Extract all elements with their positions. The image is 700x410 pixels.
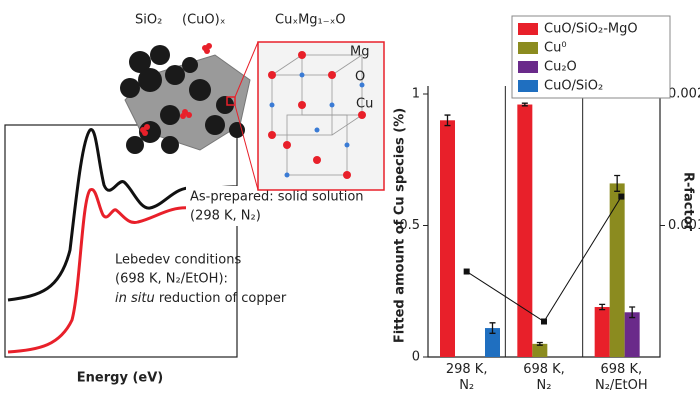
bar <box>485 328 500 357</box>
annotation: As-prepared: solid solution <box>190 190 364 205</box>
x-tick-line: 698 K, <box>523 362 565 377</box>
bar <box>440 120 455 357</box>
annotation-rest: reduction of copper <box>155 291 287 306</box>
annotation: in situ reduction of copper <box>115 291 287 306</box>
legend-swatch <box>518 23 538 35</box>
label-support: SiO₂ <box>135 13 162 28</box>
label-lattice: CuₓMg₁₋ₓO <box>275 13 346 28</box>
label-cluster: (CuO)ₓ <box>182 13 226 28</box>
legend-swatch <box>518 80 538 92</box>
error-bar <box>599 303 606 311</box>
legend-label: CuO/SiO₂ <box>544 79 603 94</box>
bar <box>609 183 625 357</box>
error-bar <box>489 322 496 334</box>
bar <box>624 312 640 357</box>
x-tick-line: 298 K, <box>446 362 488 377</box>
y-tick-label: 0 <box>412 350 420 365</box>
y-tick-label: 0.5 <box>399 218 420 233</box>
legend-swatch <box>518 61 538 73</box>
catalyst-illustration <box>120 41 385 191</box>
error-bar <box>614 174 621 192</box>
point <box>541 318 547 325</box>
bar <box>594 307 610 357</box>
atom-label: Cu <box>356 97 373 112</box>
label-bg <box>186 186 366 226</box>
spectra-frame <box>4 124 238 358</box>
bar <box>517 104 533 358</box>
annotation: Lebedev conditions <box>115 253 241 268</box>
legend-label: Cu₂O <box>544 60 577 75</box>
x-tick-line: N₂ <box>537 378 552 393</box>
x-tick-line: N₂/EtOH <box>595 378 648 393</box>
annotation-italic: in situ <box>115 291 155 306</box>
point <box>463 268 470 275</box>
legend-box <box>511 15 671 99</box>
x-tick-label: 698 K, N₂ <box>523 362 565 393</box>
atom-label: Mg <box>350 45 369 60</box>
legend-swatch <box>518 42 538 54</box>
error-bar <box>444 114 451 127</box>
point <box>618 193 625 200</box>
y2-axis-label: R-factor <box>681 172 696 232</box>
spectrum-as-prepared <box>7 128 238 302</box>
y-axis-label: Fitted amount of Cu species (%) <box>393 108 408 343</box>
x-axis-label: Energy (eV) <box>77 371 163 386</box>
annotation: (698 K, N₂/EtOH): <box>115 272 228 287</box>
bar <box>532 343 548 357</box>
line <box>466 196 622 323</box>
atom-label: O <box>355 70 365 85</box>
legend-label: CuO/SiO₂-MgO <box>544 22 638 37</box>
error-bar <box>536 341 543 346</box>
legend-label: Cu⁰ <box>544 41 567 56</box>
y2-tick-label: 0.001 <box>668 218 700 233</box>
spectrum-lebedev <box>7 188 238 354</box>
x-tick-label: 698 K, N₂/EtOH <box>595 362 648 393</box>
error-bar <box>521 102 528 107</box>
annotation: (298 K, N₂) <box>190 209 261 224</box>
x-tick-label: 298 K, N₂ <box>446 362 488 393</box>
error-bar <box>629 306 636 319</box>
y-tick-label: 1 <box>412 87 420 102</box>
x-tick-line: N₂ <box>459 378 474 393</box>
x-tick-line: 698 K, <box>601 362 643 377</box>
y2-tick-label: 0.002 <box>668 87 700 102</box>
